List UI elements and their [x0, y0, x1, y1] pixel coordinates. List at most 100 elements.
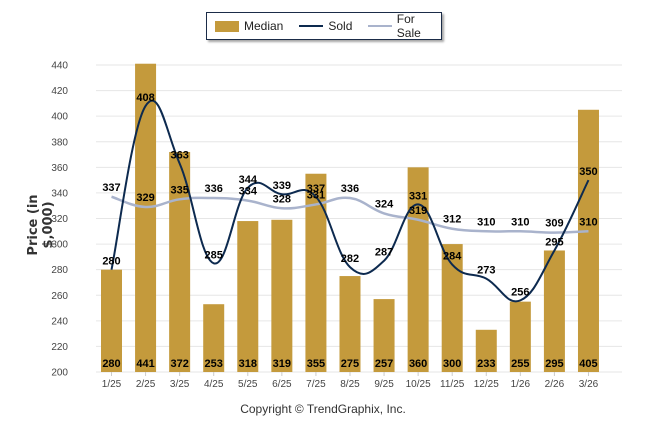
- y-tick-label: 360: [51, 163, 68, 174]
- x-tick-label: 10/25: [406, 379, 431, 390]
- for-sale-value-label: 331: [307, 189, 325, 201]
- median-value-label: 318: [239, 358, 257, 370]
- y-tick-label: 300: [51, 240, 68, 251]
- sold-swatch: [299, 25, 324, 27]
- for-sale-value-label: 324: [375, 198, 394, 210]
- x-tick-label: 1/26: [511, 379, 531, 390]
- legend: Median Sold For Sale: [206, 12, 442, 40]
- median-bar: [543, 250, 565, 372]
- copyright-footer: Copyright © TrendGraphix, Inc.: [240, 402, 406, 416]
- y-axis-label: Price (in $,000): [26, 194, 56, 256]
- x-tick-label: 6/25: [272, 379, 292, 390]
- median-value-label: 253: [205, 358, 223, 370]
- x-tick-label: 4/25: [204, 379, 224, 390]
- legend-label-for-sale: For Sale: [396, 12, 421, 40]
- y-tick-label: 420: [51, 86, 68, 97]
- sold-value-label: 273: [477, 265, 495, 277]
- x-tick-label: 8/25: [340, 379, 360, 390]
- x-tick-label: 12/25: [474, 379, 499, 390]
- median-value-label: 257: [375, 358, 393, 370]
- median-bar: [339, 276, 361, 372]
- for-sale-value-label: 335: [170, 184, 188, 196]
- for-sale-swatch: [368, 25, 392, 27]
- for-sale-value-label: 336: [205, 183, 223, 195]
- legend-label-median: Median: [244, 19, 284, 33]
- median-bar: [475, 329, 497, 372]
- y-tick-label: 200: [51, 368, 68, 379]
- sold-value-label: 344: [239, 174, 258, 186]
- median-swatch: [215, 20, 239, 32]
- y-axis-ticks: 200 220 240 260 280 300 320 340 360 380 400 420 440: [51, 61, 68, 379]
- y-tick-label: 220: [51, 342, 68, 353]
- median-bar: [305, 173, 327, 372]
- x-tick-label: 9/25: [374, 379, 394, 390]
- sold-value-label: 331: [409, 190, 427, 202]
- for-sale-value-label: 337: [102, 182, 120, 194]
- sold-line: [110, 99, 590, 303]
- x-tick-label: 1/25: [102, 379, 122, 390]
- legend-item-for-sale[interactable]: For Sale: [368, 12, 441, 40]
- median-bar: [509, 301, 531, 372]
- sold-value-label: 285: [205, 249, 223, 261]
- sold-value-label: 256: [511, 286, 529, 298]
- median-value-label: 280: [102, 358, 120, 370]
- median-value-label: 319: [273, 358, 291, 370]
- for-sale-value-label: 336: [341, 183, 359, 195]
- median-bar: [203, 304, 225, 372]
- for-sale-value-label: 310: [579, 216, 597, 228]
- sold-value-label: 295: [545, 236, 563, 248]
- y-tick-label: 440: [51, 61, 68, 72]
- median-bar: [373, 299, 395, 372]
- sold-value-label: 350: [579, 166, 597, 178]
- legend-item-median[interactable]: Median: [215, 19, 283, 33]
- median-value-label: 295: [545, 358, 563, 370]
- median-value-label: 275: [341, 358, 359, 370]
- y-tick-label: 320: [51, 214, 68, 225]
- y-tick-label: 260: [51, 291, 68, 302]
- x-tick-label: 3/26: [579, 379, 599, 390]
- median-bars: [101, 63, 599, 373]
- median-bar: [237, 221, 259, 372]
- y-tick-label: 240: [51, 316, 68, 327]
- median-bar: [271, 219, 293, 372]
- y-tick-label: 400: [51, 112, 68, 123]
- series-lines: [110, 99, 590, 303]
- x-tick-label: 2/26: [545, 379, 565, 390]
- for-sale-value-label: 328: [273, 193, 291, 205]
- x-tick-label: 2/25: [136, 379, 156, 390]
- legend-label-sold: Sold: [328, 19, 353, 33]
- for-sale-value-label: 310: [511, 216, 529, 228]
- sold-value-label: 408: [136, 92, 154, 104]
- x-axis-ticks: 1/25 2/25 3/25 4/25 5/25 6/25 7/25 8/25 9/25 10/2…: [102, 372, 599, 390]
- sold-value-label: 339: [273, 180, 291, 192]
- legend-item-sold[interactable]: Sold: [299, 19, 352, 33]
- x-tick-label: 5/25: [238, 379, 258, 390]
- for-sale-value-label: 309: [545, 218, 563, 230]
- median-value-label: 372: [170, 358, 188, 370]
- sold-value-label: 287: [375, 247, 393, 259]
- x-tick-label: 11/25: [440, 379, 465, 390]
- median-value-label: 441: [136, 358, 154, 370]
- median-bar: [577, 109, 599, 372]
- data-labels: 280 441 372 253 318 319 355 275 257 360 300 233 255 2…: [102, 92, 597, 370]
- for-sale-value-label: 310: [477, 216, 495, 228]
- median-value-label: 255: [511, 358, 529, 370]
- y-tick-label: 340: [51, 188, 68, 199]
- median-value-label: 360: [409, 358, 427, 370]
- y-tick-label: 380: [51, 137, 68, 148]
- median-bar: [441, 244, 463, 372]
- for-sale-value-label: 329: [136, 192, 154, 204]
- sold-value-label: 363: [170, 149, 188, 161]
- y-tick-label: 280: [51, 265, 68, 276]
- median-value-label: 300: [443, 358, 461, 370]
- median-value-label: 405: [579, 358, 597, 370]
- sold-value-label: 284: [443, 251, 462, 263]
- sold-value-label: 280: [102, 256, 120, 268]
- median-value-label: 233: [477, 358, 495, 370]
- for-sale-value-label: 312: [443, 214, 461, 226]
- sold-value-label: 337: [307, 183, 325, 195]
- median-bar: [169, 151, 191, 372]
- sold-value-label: 282: [341, 253, 359, 265]
- for-sale-value-label: 334: [239, 186, 258, 198]
